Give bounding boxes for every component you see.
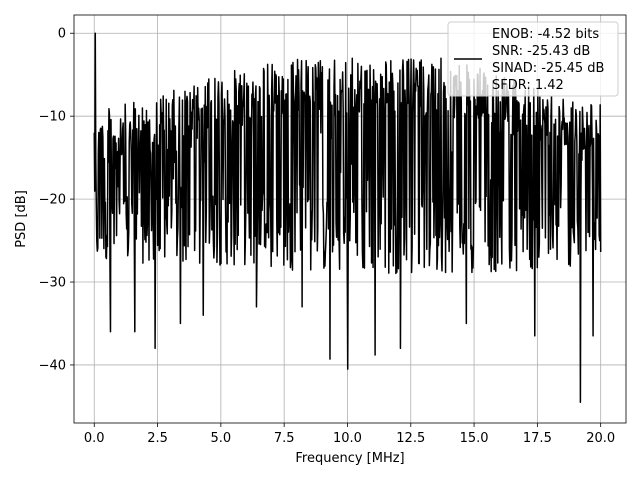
legend-box <box>447 21 619 97</box>
y-axis-title: PSD [dB] <box>14 190 29 248</box>
legend-snr: SNR: -25.43 dB <box>492 44 590 59</box>
psd-series-line <box>93 32 602 404</box>
axes-frame <box>73 14 627 424</box>
x-tick-label: 10.0 <box>333 431 362 446</box>
y-tick-label: −20 <box>39 193 66 208</box>
plot-area <box>93 32 602 404</box>
x-tick-label: 7.5 <box>274 431 295 446</box>
y-tick-label: 0 <box>58 27 66 42</box>
x-axis-title: Frequency [MHz] <box>295 451 404 466</box>
y-tick-label: −30 <box>39 276 66 291</box>
legend: ENOB: -4.52 bits SNR: -25.43 dB SINAD: -… <box>447 21 619 97</box>
y-tick-label: −10 <box>39 110 66 125</box>
legend-enob: ENOB: -4.52 bits <box>492 27 599 42</box>
legend-sfdr: SFDR: 1.42 <box>492 78 564 93</box>
x-tick-label: 2.5 <box>147 431 168 446</box>
x-tick-label: 5.0 <box>211 431 232 446</box>
y-tick-label: −40 <box>39 358 66 373</box>
x-tick-label: 17.5 <box>523 431 552 446</box>
y-axis: 0 −10 −20 −30 −40 <box>39 27 74 373</box>
x-tick-label: 15.0 <box>460 431 489 446</box>
x-axis: 0.0 2.5 5.0 7.5 10.0 12.5 15.0 17.5 20.0 <box>84 423 615 446</box>
x-tick-label: 20.0 <box>586 431 615 446</box>
legend-sinad: SINAD: -25.45 dB <box>492 61 604 76</box>
x-tick-label: 0.0 <box>84 431 105 446</box>
x-tick-label: 12.5 <box>396 431 425 446</box>
